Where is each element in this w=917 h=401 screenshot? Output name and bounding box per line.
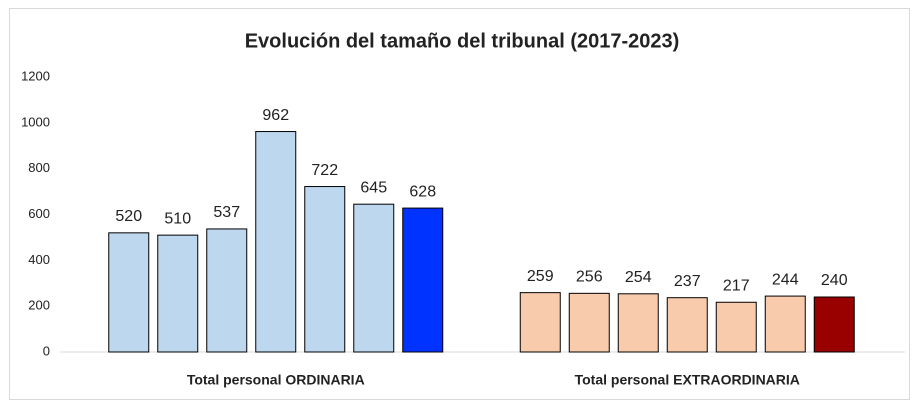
bar <box>519 292 561 353</box>
bar <box>813 296 855 353</box>
bar <box>206 228 248 353</box>
y-tick-label: 600 <box>28 206 50 221</box>
bar <box>715 301 757 353</box>
data-label: 537 <box>213 204 240 221</box>
y-tick-label: 1000 <box>21 114 50 129</box>
bar <box>255 131 297 353</box>
data-label: 520 <box>115 208 142 225</box>
data-label: 256 <box>576 269 603 286</box>
y-tick-label: 800 <box>28 160 50 175</box>
bar <box>764 295 806 353</box>
data-label: 259 <box>527 268 554 285</box>
bar <box>666 297 708 353</box>
data-label: 510 <box>164 210 191 227</box>
data-label: 628 <box>409 183 436 200</box>
y-tick-label: 400 <box>28 252 50 267</box>
bar <box>157 234 199 353</box>
bar <box>568 292 610 353</box>
bar <box>353 203 395 353</box>
x-tick-label: Total personal EXTRAORDINARIA <box>575 372 800 388</box>
bar <box>402 207 444 353</box>
bar <box>617 293 659 353</box>
data-label: 217 <box>723 277 750 294</box>
y-tick-label: 0 <box>43 343 50 358</box>
data-label: 722 <box>311 162 338 179</box>
data-label: 962 <box>262 107 289 124</box>
bar <box>304 186 346 353</box>
data-label: 237 <box>674 273 701 290</box>
x-tick-label: Total personal ORDINARIA <box>187 372 365 388</box>
bar <box>108 232 150 353</box>
y-tick-label: 1200 <box>21 68 50 83</box>
y-tick-label: 200 <box>28 298 50 313</box>
data-label: 645 <box>360 179 387 196</box>
data-label: 254 <box>625 269 652 286</box>
chart-title: Evolución del tamaño del tribunal (2017-… <box>245 30 680 52</box>
data-label: 240 <box>821 272 848 289</box>
data-label: 244 <box>772 271 799 288</box>
